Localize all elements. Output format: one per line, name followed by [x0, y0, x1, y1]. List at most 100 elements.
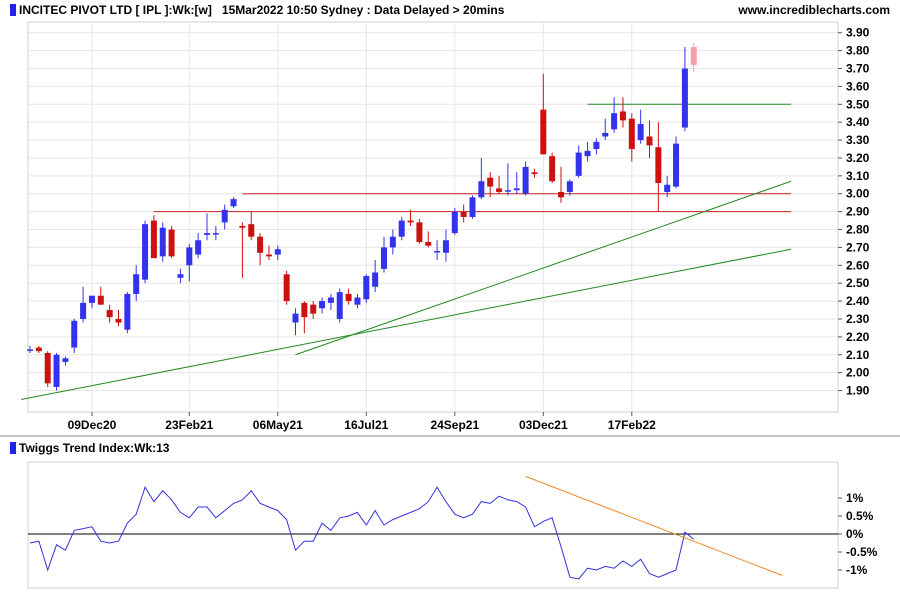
candle-body — [584, 150, 591, 157]
candle-body — [496, 188, 503, 192]
price-chart-header: INCITEC PIVOT LTD [ IPL ]:Wk:[w] 15Mar20… — [10, 3, 504, 17]
candle-body — [628, 118, 635, 150]
candle-body — [664, 184, 671, 192]
candle-body — [487, 177, 494, 187]
candle-body — [257, 236, 264, 253]
candle-body — [265, 254, 272, 257]
candle-body — [27, 349, 33, 351]
candle-body — [416, 222, 423, 243]
xtick-label: 03Dec21 — [519, 418, 568, 432]
indicator-marker-icon — [10, 442, 16, 454]
price-ytick-label: 3.70 — [846, 62, 870, 76]
price-ytick-label: 2.60 — [846, 258, 870, 272]
candle-body — [673, 143, 680, 187]
candle-body — [681, 68, 688, 128]
candle-body — [531, 172, 538, 175]
candle-body — [389, 236, 396, 248]
candle-body — [336, 292, 343, 319]
candle-body — [690, 47, 697, 65]
candle-body — [274, 249, 281, 255]
candle-body — [398, 220, 405, 237]
candle-body — [602, 132, 609, 137]
candle-body — [345, 293, 352, 302]
candle-body — [186, 247, 193, 266]
candle-body — [212, 233, 219, 235]
candle-body — [522, 166, 529, 194]
candle-body — [248, 224, 255, 237]
candle-body — [354, 297, 361, 305]
candle-body — [319, 301, 326, 309]
candle-body — [619, 111, 626, 121]
indicator-ytick-label: -0.5% — [846, 545, 878, 559]
candle-body — [637, 123, 644, 141]
candle-body — [434, 250, 441, 253]
candle-body — [407, 220, 414, 223]
xtick-label: 23Feb21 — [165, 418, 213, 432]
xtick-label: 06May21 — [253, 418, 303, 432]
xtick-label: 16Jul21 — [344, 418, 388, 432]
candle-body — [442, 240, 449, 253]
candle-body — [133, 274, 140, 294]
price-ytick-label: 2.10 — [846, 348, 870, 362]
candle-body — [115, 318, 122, 323]
site-label: www.incrediblecharts.com — [738, 3, 890, 17]
price-ytick-label: 3.10 — [846, 169, 870, 183]
candle-body — [177, 274, 184, 278]
candle-body — [35, 347, 42, 352]
candle-body — [142, 224, 149, 280]
chart-title: INCITEC PIVOT LTD [ IPL ]:Wk:[w] — [19, 3, 212, 17]
candle-body — [230, 199, 237, 207]
price-ytick-label: 2.00 — [846, 366, 870, 380]
candle-body — [292, 313, 299, 323]
candle-body — [239, 225, 246, 228]
price-ytick-label: 2.80 — [846, 223, 870, 237]
trend-line — [295, 180, 792, 356]
xtick-label: 17Feb22 — [608, 418, 656, 432]
indicator-header: Twiggs Trend Index:Wk:13 — [10, 441, 169, 455]
price-ytick-label: 3.40 — [846, 115, 870, 129]
candle-body — [646, 136, 653, 146]
price-ytick-label: 2.50 — [846, 276, 870, 290]
candle-body — [204, 233, 210, 235]
candle-body — [53, 354, 60, 387]
trend-line — [21, 248, 792, 400]
candle-body — [451, 211, 458, 234]
candle-body — [327, 297, 334, 303]
series-marker-icon — [10, 4, 16, 16]
candle-body — [310, 304, 317, 314]
xtick-label: 09Dec20 — [68, 418, 117, 432]
price-ytick-label: 2.40 — [846, 294, 870, 308]
candle-body — [513, 188, 520, 191]
candle-body — [106, 310, 113, 318]
price-ytick-label: 3.00 — [846, 187, 870, 201]
price-ytick-label: 2.90 — [846, 205, 870, 219]
candle-body — [372, 272, 379, 287]
candle-body — [283, 274, 290, 302]
price-ytick-label: 2.30 — [846, 312, 870, 326]
candle-body — [575, 152, 582, 176]
candle-body — [460, 211, 467, 217]
candle-body — [301, 302, 308, 318]
indicator-trend-line — [525, 475, 783, 576]
candle-body — [504, 190, 511, 192]
chart-timestamp: 15Mar2022 10:50 Sydney : Data Delayed > … — [221, 3, 505, 17]
candle-body — [549, 156, 556, 182]
candle-body — [44, 352, 51, 384]
candle-body — [425, 242, 432, 246]
candle-body — [540, 109, 547, 155]
price-ytick-label: 3.30 — [846, 133, 870, 147]
price-ytick-label: 3.50 — [846, 97, 870, 111]
candle-body — [159, 227, 166, 257]
price-ytick-label: 3.20 — [846, 151, 870, 165]
candle-body — [566, 181, 573, 192]
candle-body — [363, 276, 370, 300]
candle-body — [168, 229, 175, 257]
candle-body — [593, 141, 600, 150]
candle-body — [221, 209, 228, 223]
indicator-ytick-label: 0.5% — [846, 509, 874, 523]
price-ytick-label: 2.70 — [846, 240, 870, 254]
indicator-ytick-label: -1% — [846, 563, 868, 577]
candle-body — [124, 293, 131, 330]
price-ytick-label: 1.90 — [846, 384, 870, 398]
price-ytick-label: 3.90 — [846, 26, 870, 40]
